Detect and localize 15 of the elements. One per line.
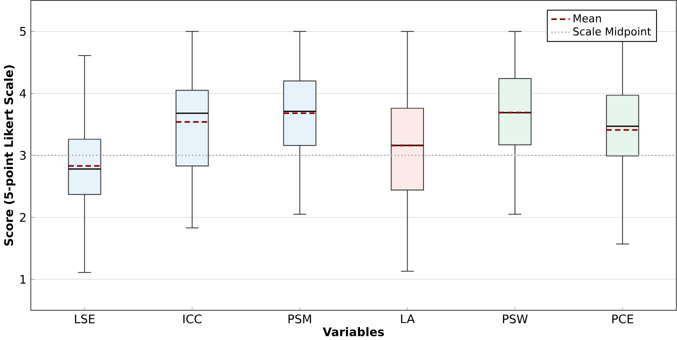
- x-axis-title: Variables: [322, 327, 384, 336]
- y-tick-label: 3: [20, 150, 26, 160]
- x-tick-label: PSM: [288, 314, 311, 324]
- y-axis-title: Score (5-point Likert Scale): [4, 65, 16, 246]
- y-tick-label: 2: [20, 212, 26, 222]
- legend-label: Scale Midpoint: [573, 27, 651, 38]
- y-tick-label: 5: [20, 26, 26, 36]
- y-tick-label: 4: [20, 89, 26, 98]
- x-tick-label: PSW: [502, 314, 528, 324]
- annotation: Mean: [574, 14, 601, 22]
- x-tick-label: ICC: [183, 314, 202, 324]
- x-tick-label: PCE: [612, 314, 634, 324]
- x-tick-label: LSE: [74, 314, 95, 324]
- x-tick-label: LA: [401, 314, 415, 323]
- y-tick-label: 1: [20, 274, 26, 284]
